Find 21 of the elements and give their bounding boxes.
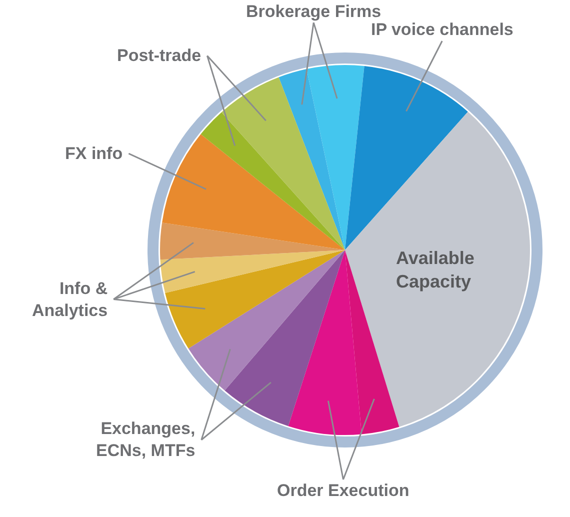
slice-label: Brokerage Firms [246, 2, 382, 21]
pie-slice [188, 250, 345, 391]
pie-slice [345, 112, 530, 427]
slice-label: Available Capacity [396, 248, 474, 292]
slice-label: Info & Analytics [32, 279, 108, 320]
pie-slice [162, 134, 345, 250]
pie-slice [288, 250, 362, 435]
pie-slice [224, 250, 345, 426]
pie-slice [306, 65, 364, 250]
pie-slice [165, 250, 345, 348]
pie-slice [160, 222, 345, 260]
slice-label: Post-trade [117, 46, 202, 65]
pie-slice [222, 77, 345, 250]
slice-label: Order Execution [277, 481, 410, 500]
pie-slice [345, 66, 468, 250]
pie-slice [278, 69, 345, 250]
pie-slice [200, 112, 345, 250]
slice-label: IP voice channels [371, 20, 514, 39]
slice-label: Exchanges, ECNs, MTFs [96, 419, 196, 460]
pie-slice [160, 250, 345, 293]
slice-label: FX info [65, 144, 123, 163]
